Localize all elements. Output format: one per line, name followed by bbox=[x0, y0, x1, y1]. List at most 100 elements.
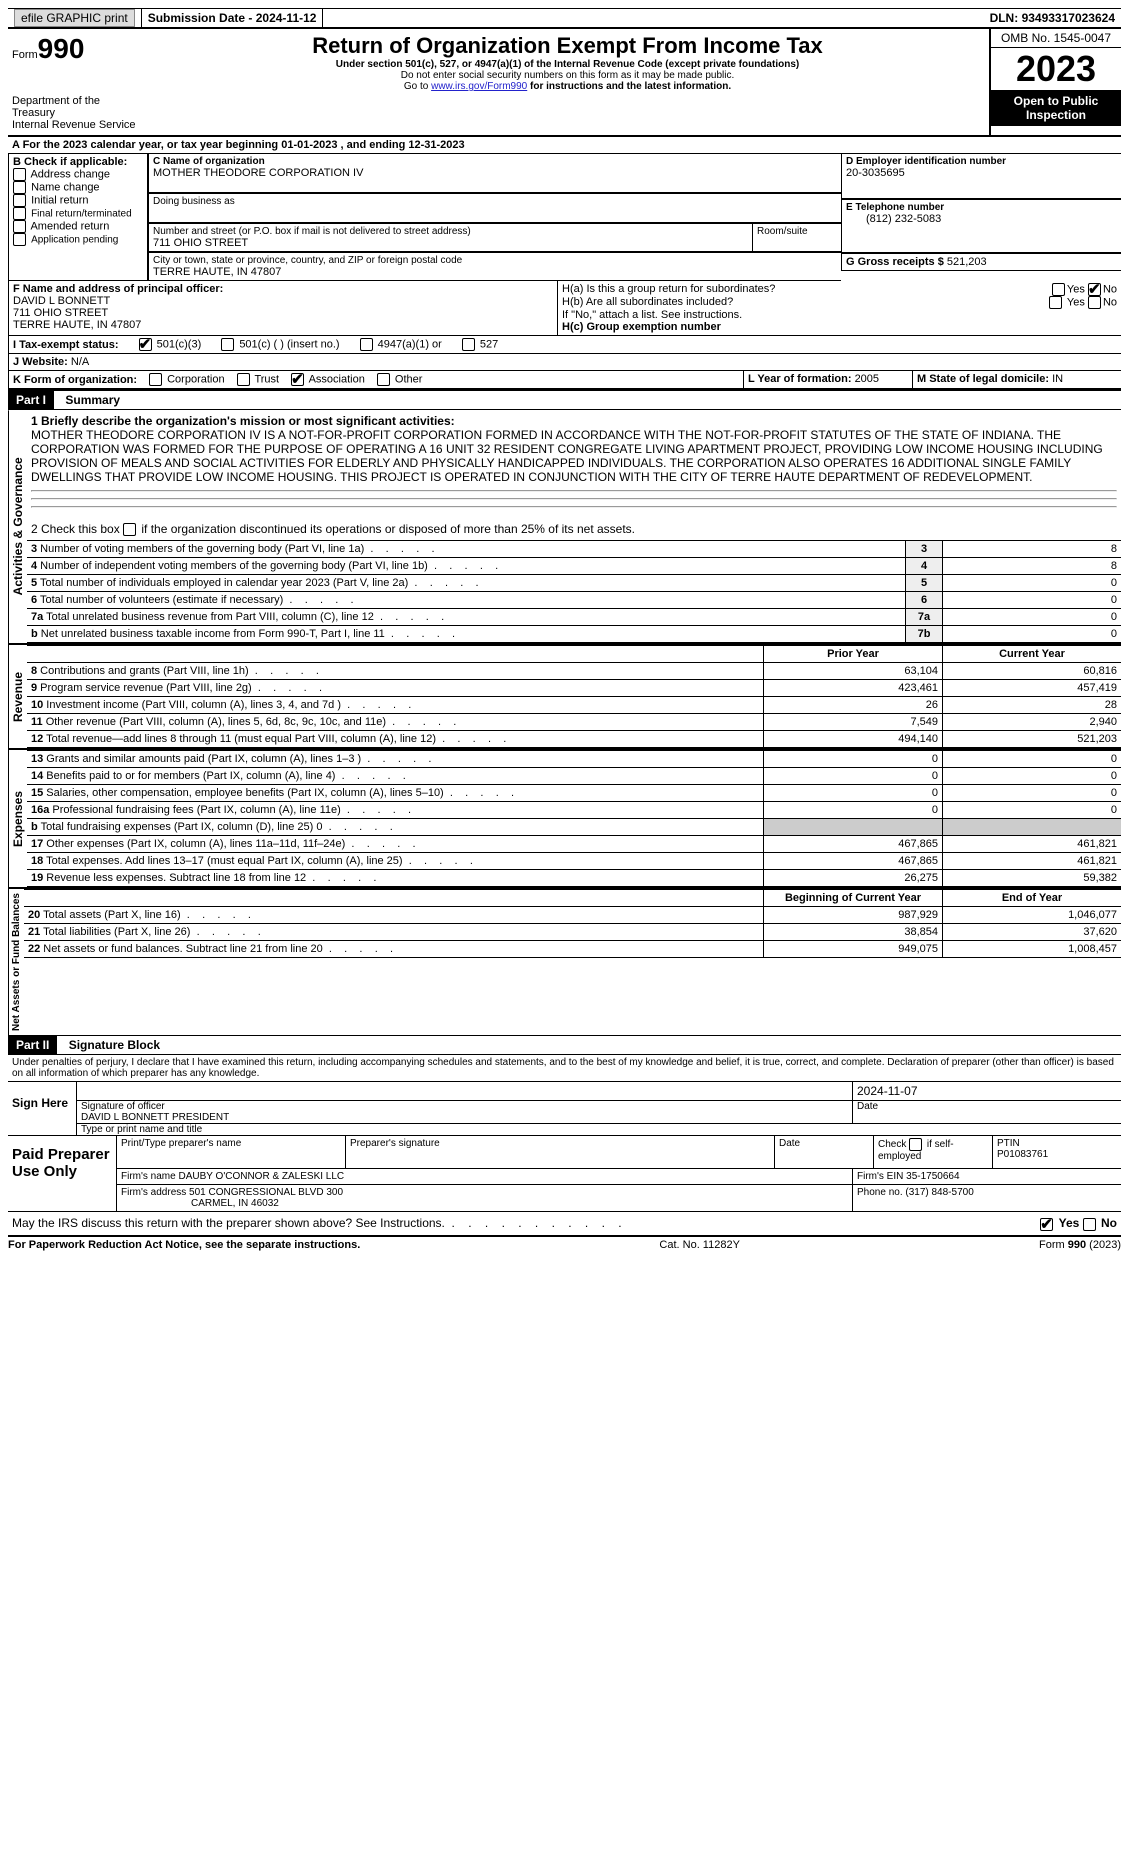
goto-post: for instructions and the latest informat… bbox=[527, 81, 731, 92]
city-label: City or town, state or province, country… bbox=[153, 255, 837, 266]
footer-right: Form 990 (2023) bbox=[1039, 1239, 1121, 1251]
box-k-label: K Form of organization: bbox=[13, 374, 137, 386]
self-employed-cell: Check if self-employed bbox=[874, 1136, 993, 1168]
expenses-table: 13 Grants and similar amounts paid (Part… bbox=[27, 750, 1121, 887]
table-row: 16a Professional fundraising fees (Part … bbox=[27, 802, 1121, 819]
checkbox-corp[interactable] bbox=[149, 373, 162, 386]
table-row: b Total fundraising expenses (Part IX, c… bbox=[27, 819, 1121, 836]
org-name: MOTHER THEODORE CORPORATION IV bbox=[153, 167, 837, 179]
checkbox-501c[interactable] bbox=[221, 338, 234, 351]
officer-addr1: 711 OHIO STREET bbox=[13, 307, 553, 319]
gross-receipts: 521,203 bbox=[947, 256, 987, 268]
box-b: B Check if applicable: Address change Na… bbox=[8, 154, 148, 281]
checkbox-other[interactable] bbox=[377, 373, 390, 386]
line-a-begin: 01-01-2023 bbox=[281, 139, 337, 151]
hc-label: H(c) Group exemption number bbox=[562, 321, 721, 333]
checkbox-assoc[interactable] bbox=[291, 373, 304, 386]
prep-date-label: Date bbox=[775, 1136, 874, 1168]
table-row: 4 Number of independent voting members o… bbox=[27, 558, 1121, 575]
checkbox-self-employed[interactable] bbox=[909, 1138, 922, 1151]
table-row: b Net unrelated business taxable income … bbox=[27, 626, 1121, 643]
checkbox-amended[interactable] bbox=[13, 220, 26, 233]
checkbox-ha-no[interactable] bbox=[1088, 283, 1101, 296]
efile-print-button[interactable]: efile GRAPHIC print bbox=[14, 9, 135, 27]
ein-value: 20-3035695 bbox=[846, 167, 1117, 179]
opt-initial-return: Initial return bbox=[31, 194, 88, 206]
paid-preparer-label: Paid Preparer Use Only bbox=[8, 1136, 116, 1211]
mission-text: MOTHER THEODORE CORPORATION IV IS A NOT-… bbox=[31, 428, 1117, 484]
checkbox-address-change[interactable] bbox=[13, 168, 26, 181]
line-a-mid: , and ending bbox=[337, 139, 408, 151]
checkbox-4947[interactable] bbox=[360, 338, 373, 351]
checkbox-final-return[interactable] bbox=[13, 207, 26, 220]
table-row: 10 Investment income (Part VIII, column … bbox=[27, 697, 1121, 714]
table-row: 14 Benefits paid to or for members (Part… bbox=[27, 768, 1121, 785]
website-value: N/A bbox=[71, 356, 89, 368]
box-l-label: L Year of formation: bbox=[748, 373, 855, 385]
table-row: 18 Total expenses. Add lines 13–17 (must… bbox=[27, 853, 1121, 870]
tax-year: 2023 bbox=[991, 48, 1121, 90]
box-f-label: F Name and address of principal officer: bbox=[13, 283, 553, 295]
open-to-public: Open to Public Inspection bbox=[991, 90, 1121, 126]
box-b-label: B Check if applicable: bbox=[13, 156, 143, 168]
opt-address-change: Address change bbox=[30, 168, 110, 180]
opt-final-return: Final return/terminated bbox=[31, 208, 132, 219]
ha-label: H(a) Is this a group return for subordin… bbox=[562, 283, 775, 296]
checkbox-line2[interactable] bbox=[123, 523, 136, 536]
opt-trust: Trust bbox=[254, 373, 279, 385]
submission-date: 2024-11-12 bbox=[256, 11, 317, 25]
firm-addr1: 501 CONGRESSIONAL BLVD 300 bbox=[189, 1187, 343, 1198]
officer-name: DAVID L BONNETT bbox=[13, 295, 553, 307]
opt-corp: Corporation bbox=[167, 373, 224, 385]
checkbox-501c3[interactable] bbox=[139, 338, 152, 351]
checkbox-name-change[interactable] bbox=[13, 181, 26, 194]
checkbox-initial-return[interactable] bbox=[13, 194, 26, 207]
discuss-yes: Yes bbox=[1059, 1216, 1080, 1230]
part1-header: Part I bbox=[8, 391, 54, 409]
table-row: 20 Total assets (Part X, line 16)987,929… bbox=[24, 907, 1121, 924]
form-label: Form bbox=[12, 49, 38, 61]
top-bar: efile GRAPHIC print Submission Date - 20… bbox=[8, 8, 1121, 29]
dept-text: Department of the Treasury Internal Reve… bbox=[12, 95, 142, 131]
opt-assoc: Association bbox=[309, 373, 365, 385]
irs-link[interactable]: www.irs.gov/Form990 bbox=[431, 81, 527, 92]
checkbox-trust[interactable] bbox=[237, 373, 250, 386]
checkbox-discuss-yes[interactable] bbox=[1040, 1218, 1053, 1231]
checkbox-hb-no[interactable] bbox=[1088, 296, 1101, 309]
table-row: 6 Total number of volunteers (estimate i… bbox=[27, 592, 1121, 609]
box-e-label: E Telephone number bbox=[846, 202, 1117, 213]
hb-no: No bbox=[1103, 296, 1117, 308]
org-address: 711 OHIO STREET bbox=[153, 237, 748, 249]
dln-value: 93493317023624 bbox=[1022, 11, 1115, 25]
governance-table: 3 Number of voting members of the govern… bbox=[27, 540, 1121, 643]
table-row: 3 Number of voting members of the govern… bbox=[27, 541, 1121, 558]
state-domicile: IN bbox=[1052, 373, 1063, 385]
part1-title: Summary bbox=[57, 393, 120, 407]
checkbox-ha-yes[interactable] bbox=[1052, 283, 1065, 296]
discuss-text: May the IRS discuss this return with the… bbox=[12, 1216, 445, 1230]
checkbox-hb-yes[interactable] bbox=[1049, 296, 1062, 309]
ptin-label: PTIN bbox=[997, 1138, 1020, 1149]
firm-ein: 35-1750664 bbox=[906, 1171, 959, 1182]
checkbox-527[interactable] bbox=[462, 338, 475, 351]
table-row: 19 Revenue less expenses. Subtract line … bbox=[27, 870, 1121, 887]
table-row: 17 Other expenses (Part IX, column (A), … bbox=[27, 836, 1121, 853]
line1-label: 1 Briefly describe the organization's mi… bbox=[31, 414, 1117, 428]
ha-yes: Yes bbox=[1067, 283, 1085, 295]
checkbox-app-pending[interactable] bbox=[13, 233, 26, 246]
part2-header: Part II bbox=[8, 1036, 57, 1054]
room-label: Room/suite bbox=[757, 226, 837, 237]
footer-center: Cat. No. 11282Y bbox=[659, 1239, 740, 1251]
sig-officer-label: Signature of officer bbox=[81, 1101, 165, 1112]
form-header: Form990 Department of the Treasury Inter… bbox=[8, 29, 1121, 137]
opt-501c: 501(c) ( ) (insert no.) bbox=[239, 338, 339, 350]
box-j-label: J Website: bbox=[13, 356, 71, 368]
col-begin-year: Beginning of Current Year bbox=[764, 890, 943, 907]
opt-amended: Amended return bbox=[30, 220, 109, 232]
footer-left: For Paperwork Reduction Act Notice, see … bbox=[8, 1239, 360, 1251]
checkbox-discuss-no[interactable] bbox=[1083, 1218, 1096, 1231]
part2-title: Signature Block bbox=[61, 1038, 160, 1052]
firm-name: DAUBY O'CONNOR & ZALESKI LLC bbox=[178, 1171, 344, 1182]
box-c-name-label: C Name of organization bbox=[153, 156, 837, 167]
firm-phone: (317) 848-5700 bbox=[905, 1187, 973, 1198]
